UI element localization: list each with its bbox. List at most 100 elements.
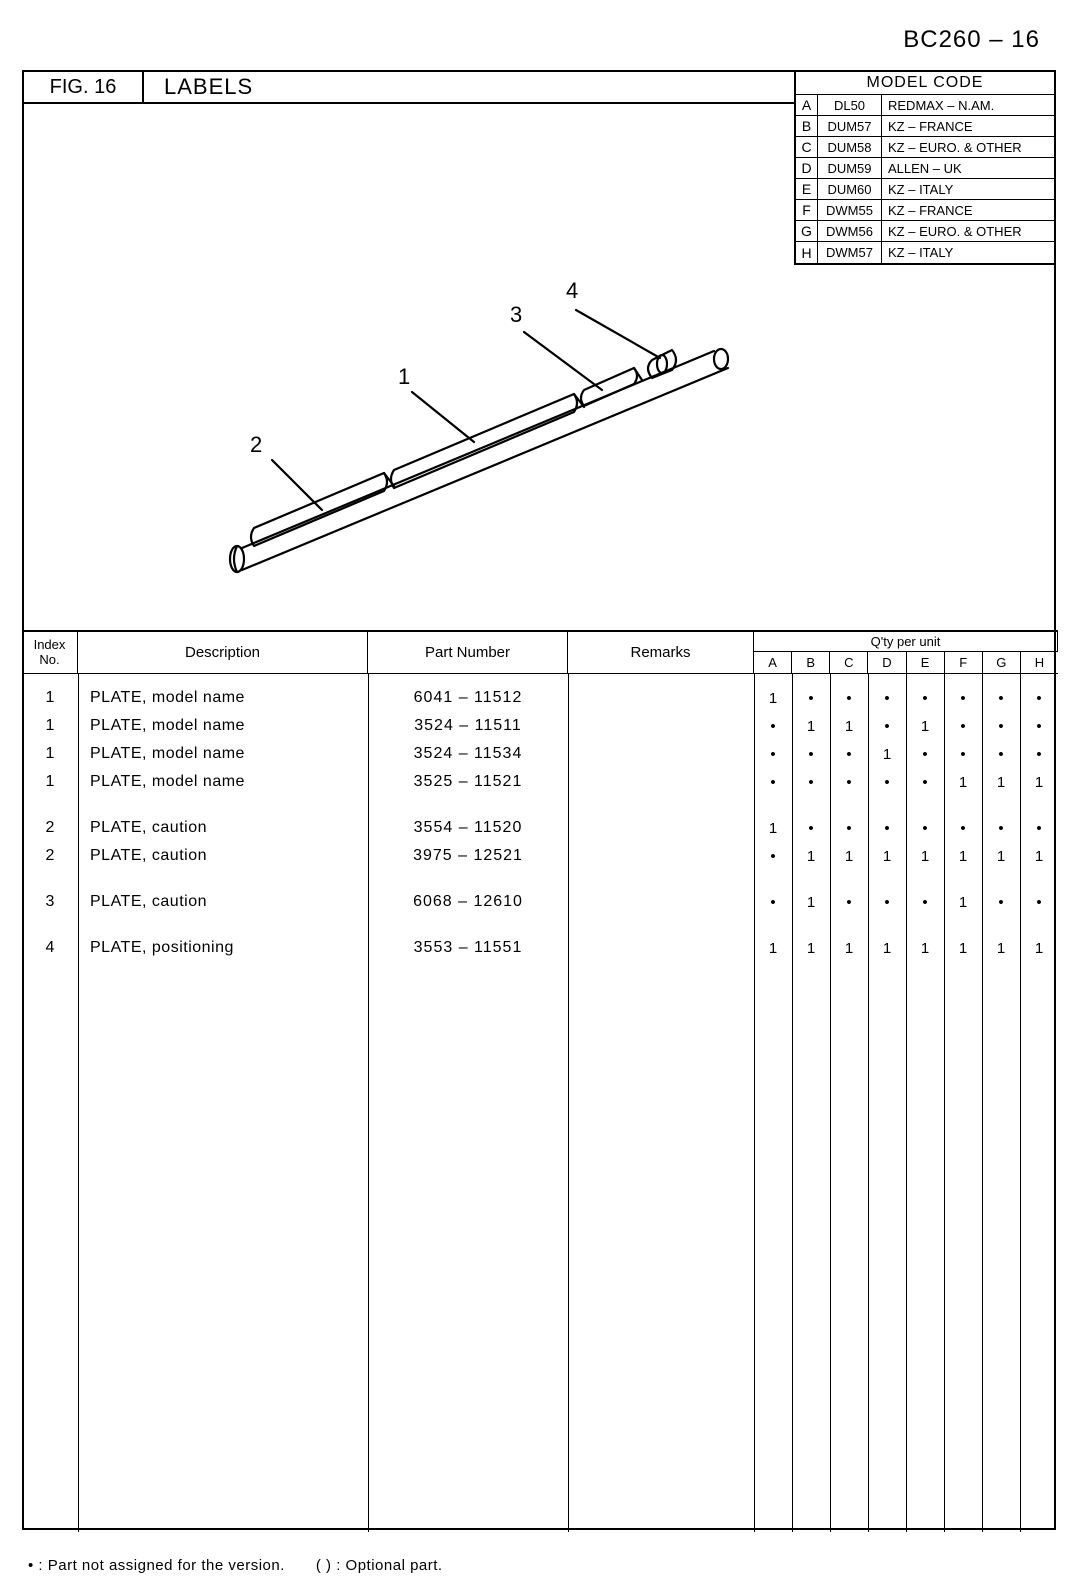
model-code-code: DUM60 (818, 179, 882, 199)
qty-cell: 1 (792, 940, 830, 957)
callout-4: 4 (566, 278, 578, 304)
th-qty: Q'ty per unit ABCDEFGH (754, 632, 1058, 674)
table-row: 1PLATE, model name3524 – 11511•11•1••• (22, 712, 1058, 740)
qty-cell: • (982, 894, 1020, 911)
qty-cell: • (944, 820, 982, 837)
qty-cell: • (906, 820, 944, 837)
model-code-desc: KZ – ITALY (882, 182, 1054, 197)
qty-cell: • (944, 746, 982, 763)
qty-cell: • (792, 820, 830, 837)
model-code-letter: G (796, 221, 818, 241)
table-gap (22, 916, 1058, 934)
cell-part-number: 6041 – 11512 (368, 689, 568, 707)
model-code-desc: REDMAX – N.AM. (882, 98, 1054, 113)
qty-cell: • (944, 690, 982, 707)
qty-cell: • (868, 690, 906, 707)
cell-part-number: 6068 – 12610 (368, 893, 568, 911)
qty-cell: 1 (830, 848, 868, 865)
qty-cell: 1 (982, 774, 1020, 791)
model-code-row: BDUM57KZ – FRANCE (796, 116, 1054, 137)
qty-cell: 1 (906, 940, 944, 957)
callout-1: 1 (398, 364, 410, 390)
model-code-row: ADL50REDMAX – N.AM. (796, 95, 1054, 116)
qty-cell: 1 (1020, 940, 1058, 957)
qty-cell: 1 (1020, 774, 1058, 791)
model-code-letter: D (796, 158, 818, 178)
qty-cell: • (868, 774, 906, 791)
model-code-row: GDWM56KZ – EURO. & OTHER (796, 221, 1054, 242)
cell-index: 1 (22, 689, 78, 707)
qty-cell: • (830, 746, 868, 763)
qty-cell: • (754, 774, 792, 791)
model-code-table: MODEL CODE ADL50REDMAX – N.AM.BDUM57KZ –… (794, 70, 1056, 265)
qty-cell: • (754, 894, 792, 911)
cell-part-number: 3524 – 11534 (368, 745, 568, 763)
cell-index: 3 (22, 893, 78, 911)
qty-cell: • (754, 746, 792, 763)
th-description: Description (78, 632, 368, 674)
th-remarks: Remarks (568, 632, 754, 674)
qty-cell: 1 (868, 848, 906, 865)
qty-cell: 1 (944, 848, 982, 865)
qty-cell: 1 (982, 940, 1020, 957)
th-qty-letter: B (792, 652, 830, 674)
qty-cell: • (982, 746, 1020, 763)
qty-cell: 1 (754, 690, 792, 707)
model-code-letter: E (796, 179, 818, 199)
qty-cell: • (792, 690, 830, 707)
qty-cell: 1 (906, 848, 944, 865)
qty-cell: • (982, 820, 1020, 837)
qty-cell: 1 (830, 940, 868, 957)
qty-cell: • (830, 690, 868, 707)
qty-cell: 1 (982, 848, 1020, 865)
model-code-desc: KZ – EURO. & OTHER (882, 140, 1054, 155)
labels-diagram: 1 2 3 4 (194, 232, 754, 592)
qty-cell: • (754, 848, 792, 865)
qty-cell: 1 (792, 894, 830, 911)
th-qty-letter: A (754, 652, 792, 674)
qty-cell: • (830, 820, 868, 837)
qty-cell: • (830, 774, 868, 791)
cell-part-number: 3975 – 12521 (368, 847, 568, 865)
table-row: 2PLATE, caution3975 – 12521•1111111 (22, 842, 1058, 870)
model-code-desc: KZ – EURO. & OTHER (882, 224, 1054, 239)
qty-cell: • (906, 774, 944, 791)
qty-cell: 1 (754, 940, 792, 957)
th-part-number: Part Number (368, 632, 568, 674)
model-code-desc: KZ – FRANCE (882, 203, 1054, 218)
cell-index: 1 (22, 773, 78, 791)
qty-cell: • (1020, 894, 1058, 911)
model-code-title: MODEL CODE (796, 72, 1054, 95)
qty-cell: • (906, 690, 944, 707)
qty-cell: • (1020, 746, 1058, 763)
model-code-code: DL50 (818, 95, 882, 115)
qty-cell: • (868, 718, 906, 735)
qty-cell: • (1020, 690, 1058, 707)
model-code-letter: H (796, 242, 818, 263)
doc-id: BC260 – 16 (903, 26, 1040, 54)
qty-cell: • (906, 894, 944, 911)
parts-table-header: Index No. Description Part Number Remark… (22, 632, 1058, 674)
table-row: 2PLATE, caution3554 – 115201••••••• (22, 814, 1058, 842)
tube-labels-svg (194, 232, 754, 592)
cell-index: 4 (22, 939, 78, 957)
table-row: 4PLATE, positioning3553 – 1155111111111 (22, 934, 1058, 962)
qty-cell: • (792, 774, 830, 791)
model-code-code: DWM55 (818, 200, 882, 220)
qty-cell: • (982, 718, 1020, 735)
cell-index: 1 (22, 717, 78, 735)
qty-cell: • (906, 746, 944, 763)
cell-description: PLATE, model name (78, 745, 368, 763)
model-code-letter: C (796, 137, 818, 157)
cell-description: PLATE, model name (78, 689, 368, 707)
model-code-desc: ALLEN – UK (882, 161, 1054, 176)
model-code-row: DDUM59ALLEN – UK (796, 158, 1054, 179)
model-code-row: EDUM60KZ – ITALY (796, 179, 1054, 200)
model-code-row: CDUM58KZ – EURO. & OTHER (796, 137, 1054, 158)
qty-cell: • (792, 746, 830, 763)
model-code-code: DWM57 (818, 242, 882, 263)
qty-cell: 1 (754, 820, 792, 837)
footnote: • : Part not assigned for the version. (… (28, 1557, 443, 1574)
qty-cell: • (1020, 820, 1058, 837)
model-code-desc: KZ – ITALY (882, 245, 1054, 260)
